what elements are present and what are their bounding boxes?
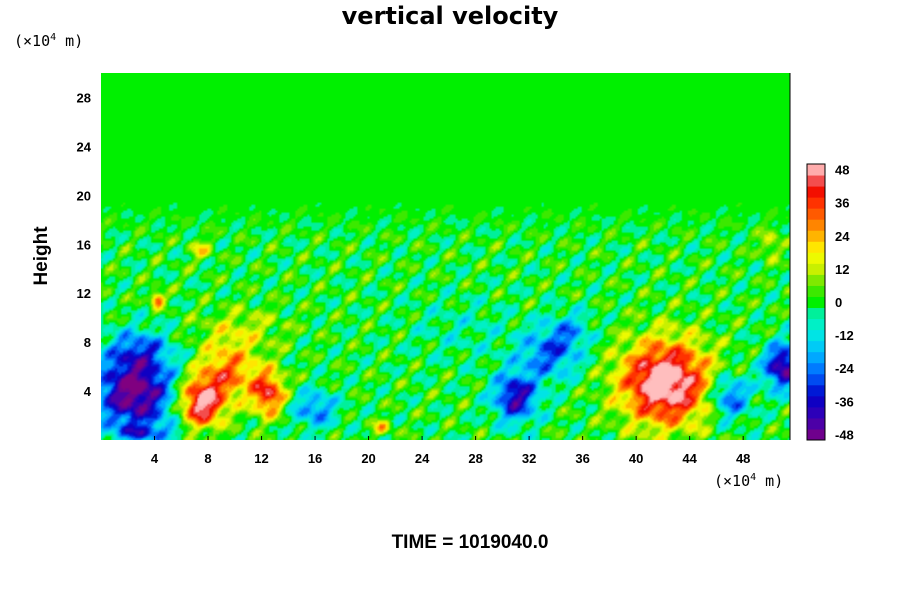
colorbar-band xyxy=(807,197,825,209)
colorbar-tick-label: -12 xyxy=(835,328,854,343)
colorbar-band xyxy=(807,395,825,408)
colorbar-band xyxy=(807,307,825,320)
chart-title: vertical velocity xyxy=(341,2,559,30)
y-tick-label: 12 xyxy=(77,286,91,301)
colorbar-frame xyxy=(806,163,826,441)
time-readout: TIME = 1019040.0 xyxy=(391,532,549,553)
colorbar-band xyxy=(807,351,825,364)
colorbar-tick-label: 12 xyxy=(835,262,849,277)
colorbar-band xyxy=(807,175,825,187)
y-tick-label: 8 xyxy=(84,335,91,350)
y-axis-ticks: 4 8 12 16 20 24 28 xyxy=(77,90,92,399)
y-tick-label: 24 xyxy=(77,139,92,154)
colorbar-band xyxy=(807,417,825,430)
colorbar-tick-label: -36 xyxy=(835,394,854,409)
colorbar-band xyxy=(807,219,825,231)
colorbar-band xyxy=(807,241,825,253)
colorbar-band xyxy=(807,428,825,441)
colorbar-band xyxy=(807,285,825,297)
x-tick-label: 28 xyxy=(468,451,482,466)
velocity-field xyxy=(101,73,790,440)
colorbar-band xyxy=(807,373,825,386)
colorbar-band xyxy=(807,384,825,397)
colorbar-tick-label: -48 xyxy=(835,427,854,442)
x-axis-unit: (×104 m) xyxy=(714,472,784,490)
x-axis-ticks: 4 8 12 16 20 24 28 32 36 40 44 48 xyxy=(151,436,750,466)
y-tick-label: 20 xyxy=(77,188,91,203)
colorbar-band xyxy=(807,296,825,309)
colorbar-tick-label: 0 xyxy=(835,295,842,310)
x-tick-label: 16 xyxy=(308,451,322,466)
colorbar-band xyxy=(807,164,825,176)
colorbar-tick-label: 24 xyxy=(835,229,850,244)
x-tick-label: 32 xyxy=(522,451,536,466)
y-tick-label: 28 xyxy=(77,90,91,105)
x-tick-label: 20 xyxy=(361,451,375,466)
x-tick-label: 48 xyxy=(736,451,750,466)
colorbar-band xyxy=(807,274,825,286)
colorbar-band xyxy=(807,263,825,275)
x-tick-label: 40 xyxy=(629,451,643,466)
y-tick-label: 4 xyxy=(84,384,92,399)
x-tick-label: 44 xyxy=(682,451,697,466)
colorbar-band xyxy=(807,318,825,331)
colorbar-tick-label: 36 xyxy=(835,196,849,211)
colorbar-band xyxy=(807,230,825,242)
colorbar-tick-label: 48 xyxy=(835,163,849,178)
x-tick-label: 12 xyxy=(254,451,268,466)
x-tick-label: 24 xyxy=(415,451,430,466)
colorbar xyxy=(806,163,826,441)
colorbar-band xyxy=(807,252,825,264)
colorbar-band xyxy=(807,406,825,419)
x-tick-label: 4 xyxy=(151,451,159,466)
colorbar-band xyxy=(807,362,825,375)
colorbar-band xyxy=(807,208,825,220)
colorbar-band xyxy=(807,329,825,342)
y-tick-label: 16 xyxy=(77,237,91,252)
colorbar-tick-label: -24 xyxy=(835,361,855,376)
x-tick-label: 36 xyxy=(575,451,589,466)
x-tick-label: 8 xyxy=(204,451,211,466)
y-axis-unit: (×104 m) xyxy=(14,32,84,50)
colorbar-band xyxy=(807,186,825,198)
colorbar-ticks: 48 36 24 12 0 -12 -24 -36 -48 xyxy=(835,163,855,443)
colorbar-band xyxy=(807,340,825,353)
